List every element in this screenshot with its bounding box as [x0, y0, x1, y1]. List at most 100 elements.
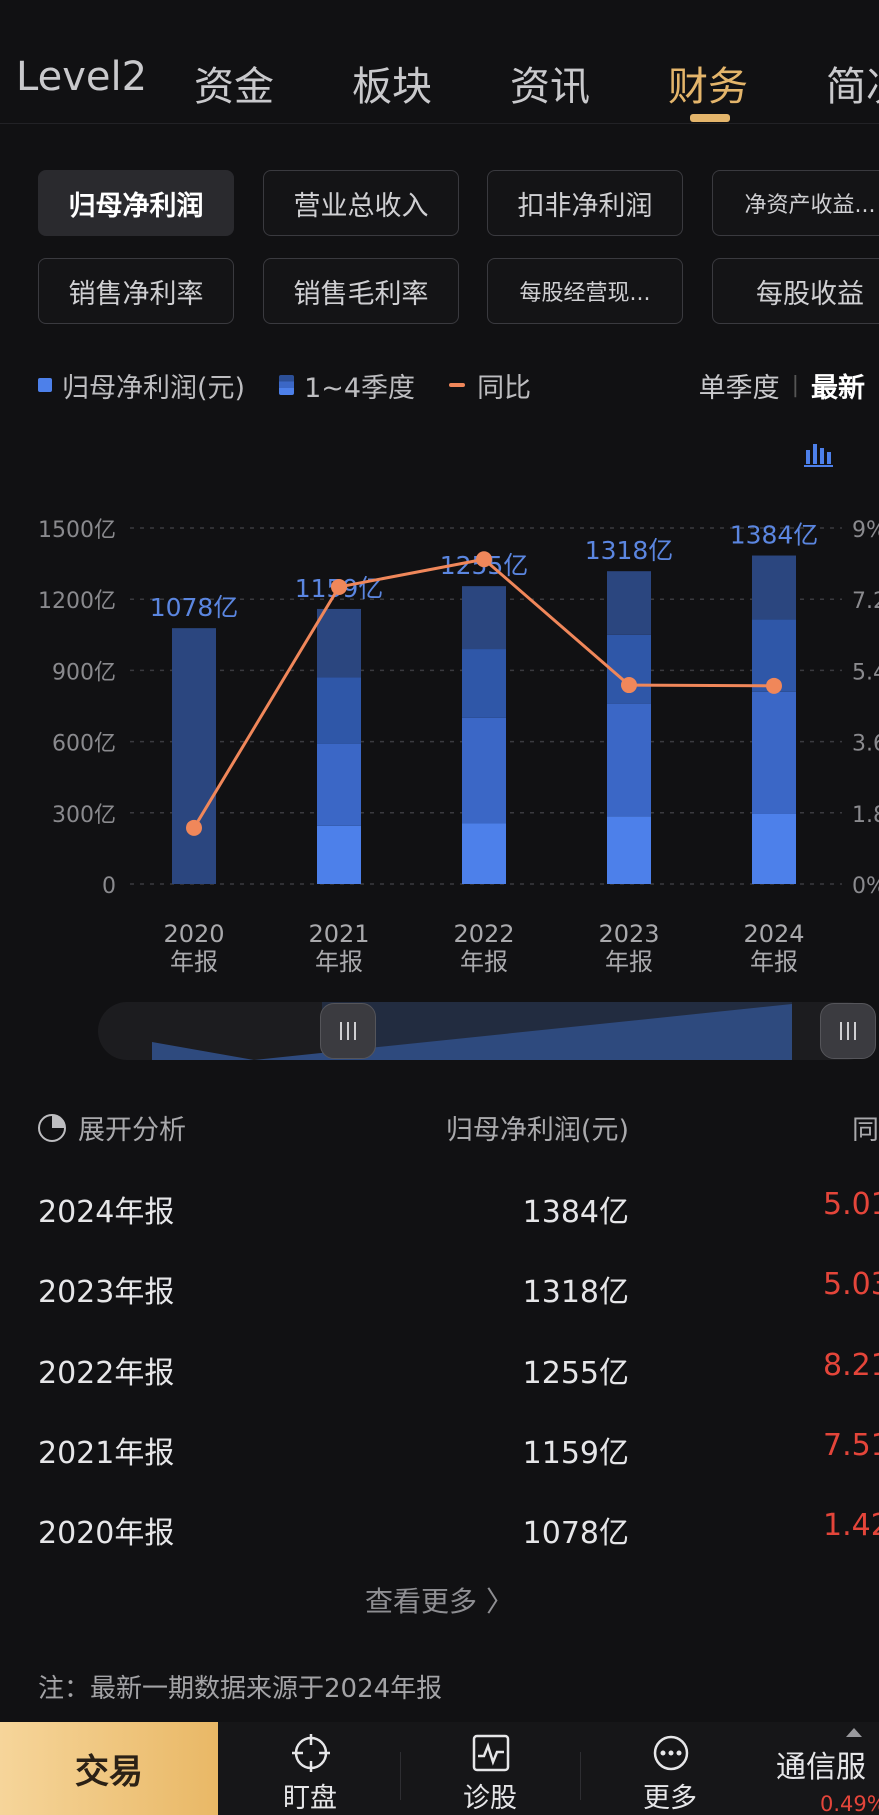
x-tick-label: 2023	[598, 920, 659, 948]
sector-name[interactable]: 通信服	[776, 1750, 866, 1785]
bar-segment	[752, 813, 796, 884]
legend-line-label: 同比	[477, 372, 532, 404]
table-row: 2020年报 1078亿 1.42	[0, 1508, 879, 1558]
metric-deducted-profit-button[interactable]: 扣非净利润	[487, 170, 683, 236]
bottom-nav: 交易 盯盘 诊股	[0, 1722, 879, 1815]
y-tick-label: 1200亿	[38, 589, 116, 614]
y-tick-label: 0	[102, 874, 116, 899]
y2-tick-label: 1.8	[852, 803, 879, 828]
y2-tick-label: 3.6	[852, 732, 879, 757]
pie-chart-icon	[38, 1113, 66, 1142]
y2-tick-label: 7.2	[852, 589, 879, 614]
sector-change: 0.49%	[820, 1792, 879, 1815]
table-row: 2023年报 1318亿 5.03	[0, 1267, 879, 1317]
metric-eps-button[interactable]: 每股收益	[712, 258, 879, 324]
metric-roe-button[interactable]: 净资产收益...	[712, 170, 879, 236]
y2-tick-label: 5.4	[852, 660, 879, 685]
row-period: 2024年报	[38, 1195, 175, 1230]
view-more-link[interactable]: 查看更多 〉	[365, 1585, 514, 1618]
metric-net-margin-button[interactable]: 销售净利率	[38, 258, 234, 324]
metric-net-profit-button[interactable]: 归母净利润	[38, 170, 234, 236]
active-tab-indicator	[690, 114, 730, 122]
bar-segment	[317, 825, 361, 884]
bar-segment	[462, 649, 506, 718]
x-tick-label: 年报	[605, 948, 653, 976]
x-tick-label: 年报	[460, 948, 508, 976]
yoy-point	[476, 551, 492, 568]
column-net-profit: 归母净利润(元)	[445, 1115, 629, 1146]
expand-analysis-label: 展开分析	[78, 1115, 186, 1146]
row-yoy: 5.03	[823, 1267, 879, 1302]
period-separator: |	[791, 372, 799, 398]
x-tick-label: 年报	[170, 948, 218, 976]
yoy-point	[621, 677, 637, 694]
nav-more[interactable]: 更多	[610, 1722, 730, 1815]
more-dots-icon	[653, 1735, 689, 1771]
bar-segment	[462, 823, 506, 884]
tab-sector[interactable]: 板块	[352, 64, 432, 110]
bar-segment	[317, 743, 361, 826]
crosshair-icon	[292, 1734, 330, 1772]
bar-segment	[317, 608, 361, 678]
data-source-note: 注：最新一期数据来源于2024年报	[38, 1674, 443, 1704]
row-period: 2020年报	[38, 1516, 175, 1551]
bar-segment	[752, 691, 796, 814]
latest-toggle[interactable]: 最新	[811, 372, 865, 404]
x-tick-label: 2020	[163, 920, 224, 948]
nav-diagnose[interactable]: 诊股	[430, 1722, 550, 1815]
slider-overview-area	[152, 1002, 792, 1060]
x-tick-label: 2021	[308, 920, 369, 948]
tab-profile[interactable]: 简况	[826, 64, 879, 110]
metric-revenue-button[interactable]: 营业总收入	[263, 170, 459, 236]
yoy-point	[331, 578, 347, 595]
bar-segment	[462, 717, 506, 824]
tab-funds[interactable]: 资金	[194, 64, 274, 110]
tab-news[interactable]: 资讯	[510, 64, 590, 110]
row-period: 2023年报	[38, 1275, 175, 1310]
nav-divider	[580, 1752, 581, 1800]
legend-bar-label: 归母净利润(元)	[62, 372, 246, 404]
bar-value-label: 1078亿	[150, 593, 239, 622]
metric-gross-margin-button[interactable]: 销售毛利率	[263, 258, 459, 324]
nav-watch-label: 盯盘	[283, 1783, 337, 1814]
row-yoy: 7.51	[823, 1428, 879, 1463]
row-yoy: 5.01	[823, 1187, 879, 1222]
bar-value-label: 1318亿	[585, 536, 674, 565]
nav-watch[interactable]: 盯盘	[250, 1722, 370, 1815]
yoy-point	[186, 819, 202, 836]
top-tab-bar: Level2 资金 板块 资讯 财务 简况	[0, 0, 879, 124]
table-row: 2021年报 1159亿 7.51	[0, 1428, 879, 1478]
table-row: 2022年报 1255亿 8.21	[0, 1348, 879, 1398]
table-header: 展开分析 归母净利润(元) 同	[0, 1108, 879, 1148]
legend-stack: 1~4季度	[279, 366, 415, 405]
column-yoy: 同	[852, 1115, 879, 1146]
chart-legend: 归母净利润(元) 1~4季度 同比	[38, 365, 565, 405]
net-profit-chart: 0 0% 300亿 1.8 600亿 3.6 900亿 5.4 1200亿 7.2 1500亿 9% 1…	[38, 518, 879, 976]
expand-analysis-button[interactable]: 展开分析	[38, 1108, 186, 1147]
slider-left-handle[interactable]	[320, 1003, 376, 1059]
single-quarter-toggle[interactable]: 单季度	[698, 372, 780, 404]
collapse-arrow-icon[interactable]	[846, 1728, 862, 1737]
row-value: 1384亿	[522, 1195, 629, 1230]
y2-tick-label: 0%	[852, 874, 879, 899]
tab-level2[interactable]: Level2	[16, 54, 148, 100]
row-value: 1318亿	[522, 1275, 629, 1310]
chart-range-slider[interactable]	[98, 1002, 876, 1060]
bar-segment	[462, 586, 506, 650]
legend-stack-swatch	[279, 375, 295, 395]
nav-more-label: 更多	[643, 1783, 697, 1814]
bar-segment	[607, 571, 651, 635]
slider-right-handle[interactable]	[820, 1003, 876, 1059]
trade-button[interactable]: 交易	[0, 1722, 218, 1815]
legend-stack-label: 1~4季度	[304, 372, 416, 404]
x-tick-label: 2022	[453, 920, 514, 948]
x-tick-label: 年报	[750, 948, 798, 976]
tab-finance[interactable]: 财务	[668, 64, 748, 110]
bar-segment	[607, 816, 651, 884]
legend-line: 同比	[449, 366, 531, 405]
bar-chart-icon[interactable]	[804, 438, 864, 468]
row-yoy: 8.21	[823, 1348, 879, 1383]
metric-operating-cashflow-button[interactable]: 每股经营现...	[487, 258, 683, 324]
period-selector: 单季度 | 最新	[699, 365, 865, 405]
